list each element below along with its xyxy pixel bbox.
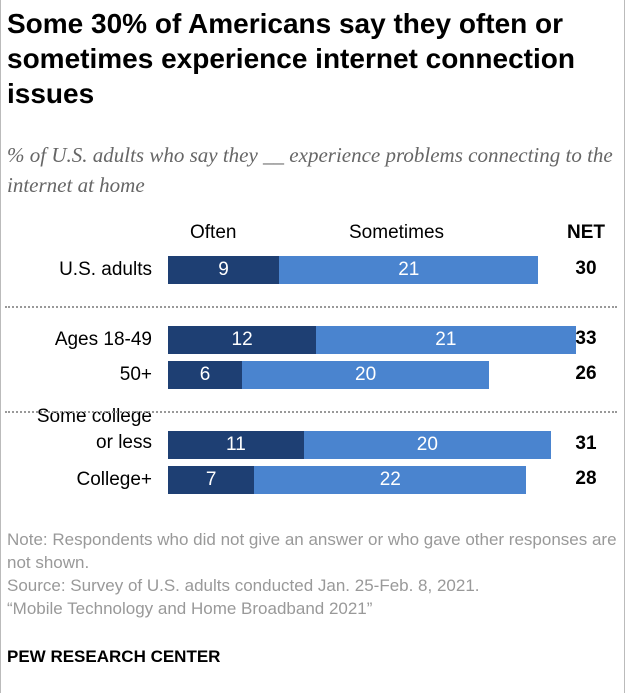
group-divider <box>5 411 617 413</box>
legend-sometimes: Sometimes <box>349 222 445 243</box>
bar-sometimes: 21 <box>279 256 539 284</box>
net-value: 33 <box>575 328 597 349</box>
bar-sometimes: 20 <box>242 361 490 389</box>
footnote: Note: Respondents who did not give an an… <box>7 528 617 620</box>
bar-sometimes: 22 <box>254 466 527 494</box>
chart-subtitle: % of U.S. adults who say they __ experie… <box>7 143 613 197</box>
source-text: Source: Survey of U.S. adults conducted … <box>7 576 480 595</box>
row-label: Ages 18-49 <box>54 329 152 350</box>
legend-often: Often <box>190 222 237 243</box>
bar-often: 11 <box>168 431 304 459</box>
chart-title: Some 30% of Americans say they often or … <box>7 8 575 109</box>
net-value: 30 <box>575 258 597 279</box>
bar-often: 12 <box>168 326 317 354</box>
bar-often: 7 <box>168 466 255 494</box>
report-text: “Mobile Technology and Home Broadband 20… <box>7 599 373 618</box>
row-label: U.S. adults <box>59 259 152 280</box>
net-value: 28 <box>575 468 597 489</box>
bar-sometimes: 21 <box>316 326 576 354</box>
row-label: College+ <box>76 469 152 490</box>
bar-often: 9 <box>168 256 280 284</box>
brand-logo: PEW RESEARCH CENTER <box>7 647 221 666</box>
row-label: 50+ <box>119 364 152 385</box>
net-value: 31 <box>575 433 597 454</box>
bar-often: 6 <box>168 361 243 389</box>
note-text: Note: Respondents who did not give an an… <box>7 530 617 572</box>
net-value: 26 <box>575 363 597 384</box>
bar-sometimes: 20 <box>303 431 551 459</box>
net-header: NET <box>567 222 605 243</box>
group-divider <box>5 306 617 308</box>
